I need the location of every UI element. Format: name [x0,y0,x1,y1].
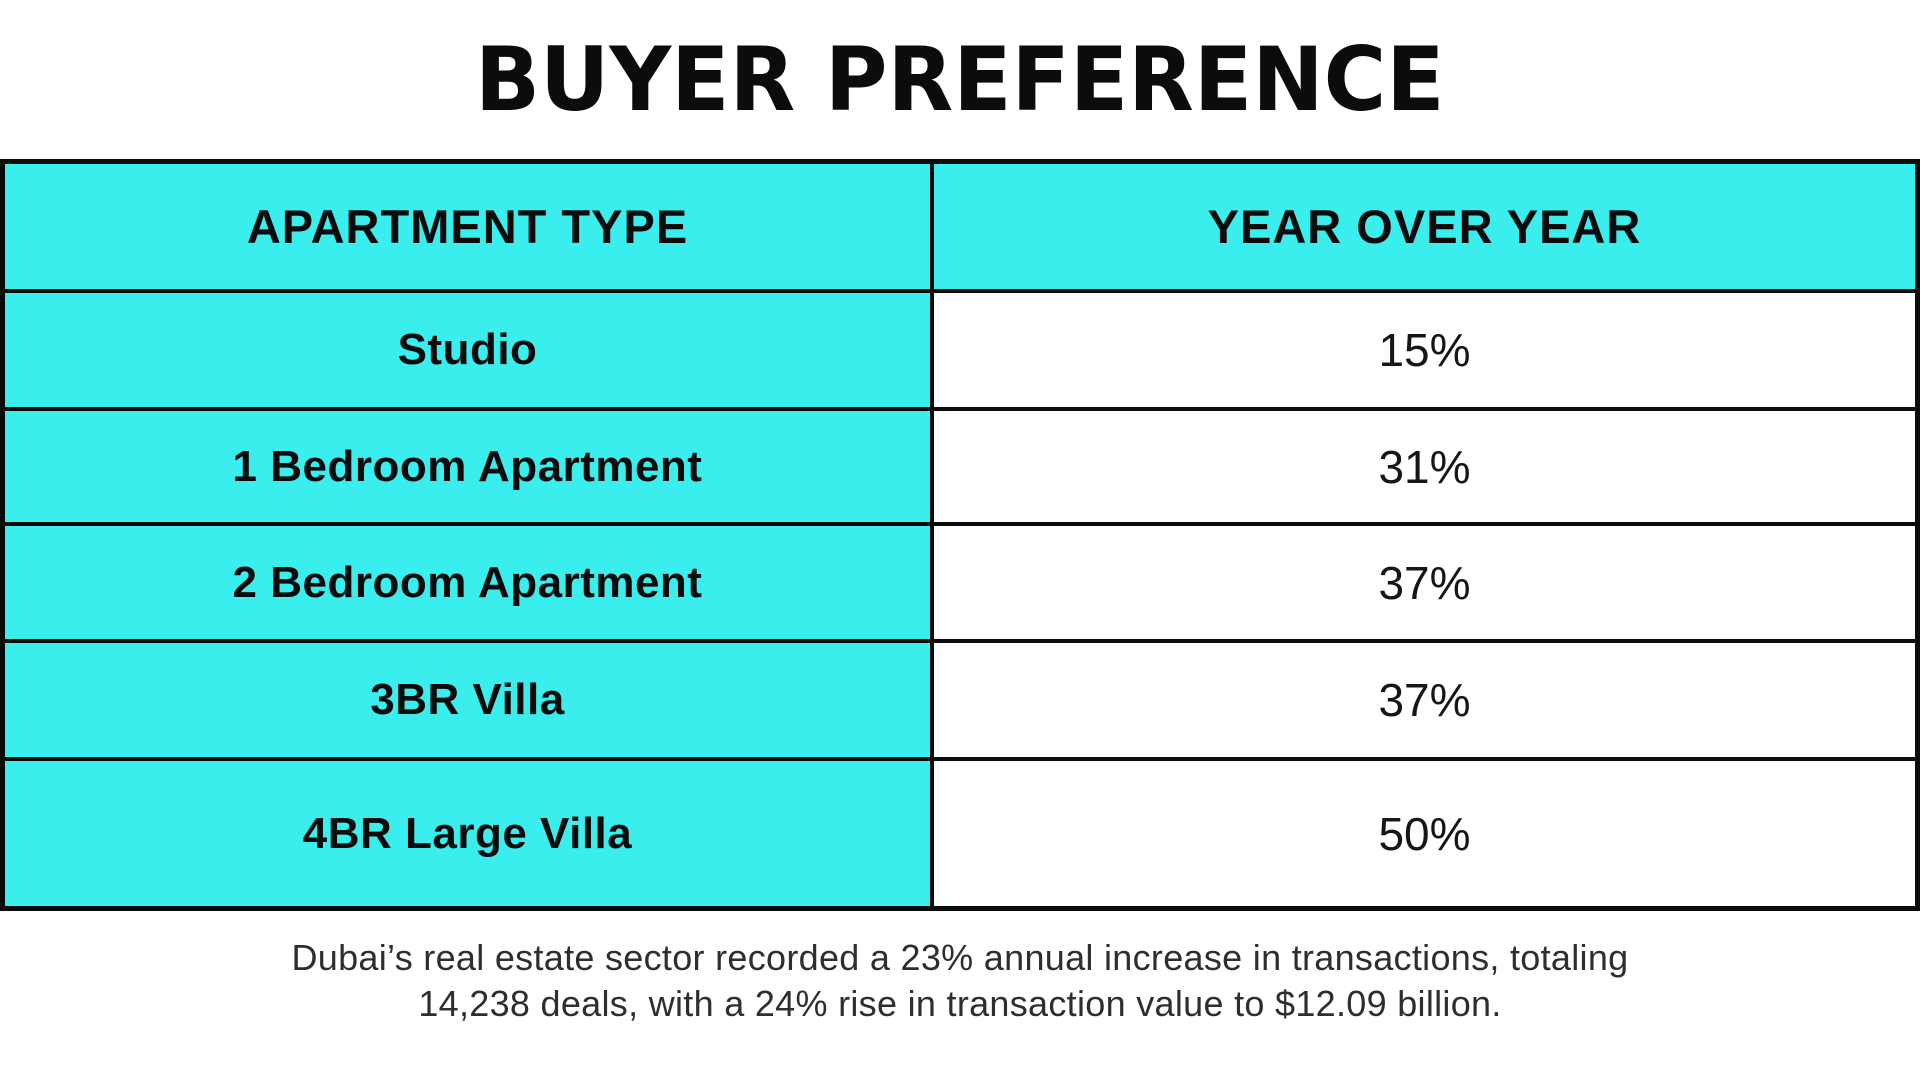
row-studio-type: Studio [5,289,934,407]
row-1br-type: 1 Bedroom Apartment [5,407,934,522]
caption-line-1: Dubai’s real estate sector recorded a 23… [291,937,1629,978]
buyer-preference-table: APARTMENT TYPE YEAR OVER YEAR Studio 15%… [0,159,1920,911]
row-studio-value: 15% [934,289,1915,407]
row-1br-value: 31% [934,407,1915,522]
row-3br-villa-value: 37% [934,639,1915,757]
row-3br-villa-type: 3BR Villa [5,639,934,757]
row-2br-type: 2 Bedroom Apartment [5,522,934,639]
caption: Dubai’s real estate sector recorded a 23… [0,935,1920,1026]
row-2br-value: 37% [934,522,1915,639]
column-header-apartment-type: APARTMENT TYPE [5,164,934,289]
row-4br-large-villa-value: 50% [934,757,1915,906]
caption-line-2: 14,238 deals, with a 24% rise in transac… [418,982,1502,1024]
column-header-year-over-year: YEAR OVER YEAR [934,164,1915,289]
row-4br-large-villa-type: 4BR Large Villa [5,757,934,906]
page-title: BUYER PREFERENCE [475,28,1445,131]
title-area: BUYER PREFERENCE [0,0,1920,159]
